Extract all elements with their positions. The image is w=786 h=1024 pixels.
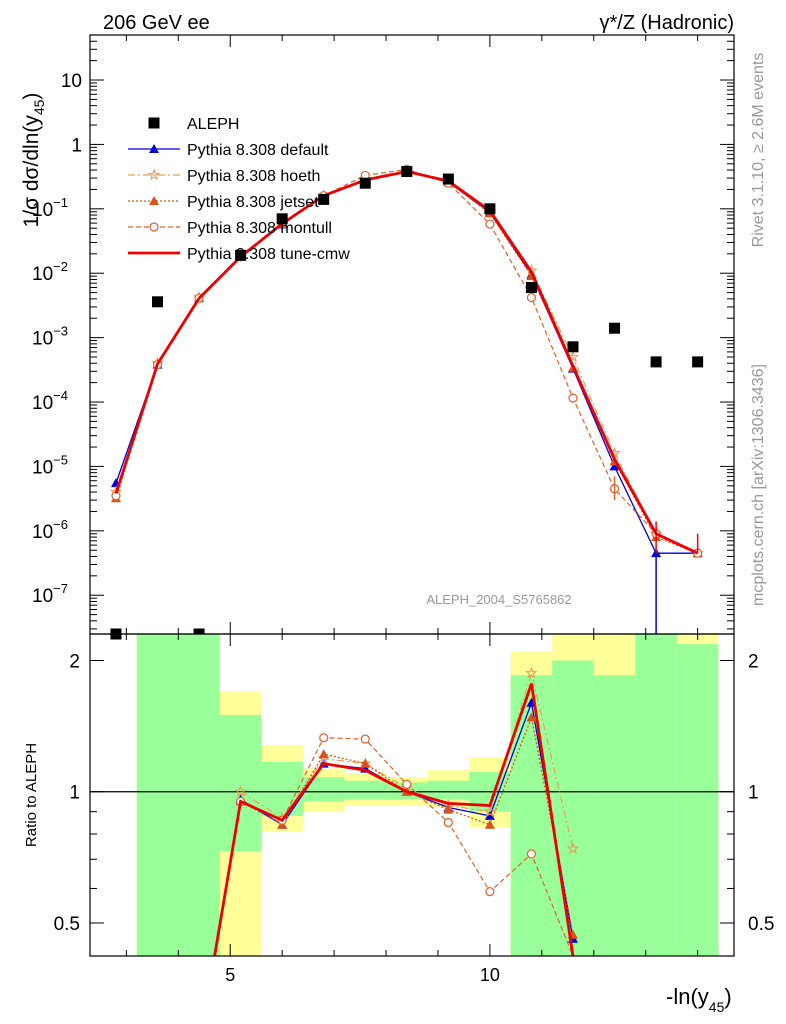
ratio-band-green bbox=[427, 780, 470, 800]
header-right: γ*/Z (Hadronic) bbox=[600, 12, 734, 34]
marker-circle bbox=[485, 219, 495, 229]
main-y-tick-label: 10−4 bbox=[32, 388, 68, 414]
marker-square bbox=[609, 322, 621, 334]
marker-square bbox=[692, 356, 704, 368]
ratio-band-green bbox=[676, 644, 719, 956]
main-y-axis-label: 1/σ dσ/dln(y45) bbox=[20, 93, 47, 228]
legend-label: Pythia 8.308 tune-cmw bbox=[187, 246, 350, 263]
marker-circle bbox=[319, 733, 329, 743]
x-tick-label: 10 bbox=[480, 965, 500, 985]
ratio-band-green bbox=[261, 761, 303, 816]
marker-circle bbox=[402, 779, 412, 789]
main-y-tick-label: 10−1 bbox=[32, 195, 68, 221]
ratio-band-green bbox=[136, 634, 220, 956]
legend-label: Pythia 8.308 hoeth bbox=[187, 168, 320, 185]
ratio-series-line bbox=[240, 715, 574, 935]
main-y-tick-label: 1 bbox=[71, 135, 82, 156]
legend: ALEPH Pythia 8.308 default Pythia 8.308 ho… bbox=[128, 116, 350, 263]
ratio-band-green bbox=[344, 780, 387, 800]
main-panel bbox=[109, 164, 704, 640]
analysis-watermark: ALEPH_2004_S5765862 bbox=[426, 592, 571, 607]
marker-triangle bbox=[484, 819, 495, 829]
x-axis-label: -ln(y45) bbox=[666, 984, 732, 1015]
marker-square bbox=[442, 173, 454, 185]
marker-square bbox=[318, 193, 330, 205]
ratio-panel bbox=[90, 634, 734, 957]
marker-square bbox=[152, 296, 164, 308]
marker-triangle bbox=[318, 749, 329, 759]
rivet-version-label: Rivet 3.1.10, ≥ 2.6M events bbox=[750, 53, 767, 248]
marker-circle bbox=[360, 734, 370, 744]
ratio-band-green bbox=[635, 634, 677, 956]
marker-square bbox=[401, 165, 413, 177]
legend-label: Pythia 8.308 jetset bbox=[187, 194, 319, 211]
main-y-tick-label: 10−7 bbox=[32, 581, 68, 607]
marker-square bbox=[235, 249, 247, 261]
ratio-band-green bbox=[593, 675, 636, 956]
main-y-tick-label: 10−5 bbox=[32, 452, 68, 478]
marker-triangle bbox=[360, 758, 371, 768]
marker-square bbox=[148, 117, 160, 129]
marker-circle bbox=[568, 393, 578, 403]
mcplots-label: mcplots.cern.ch [arXiv:1306.3436] bbox=[750, 364, 767, 606]
main-y-tick-label: 10 bbox=[61, 71, 82, 92]
marker-triangle bbox=[484, 810, 495, 820]
ratio-y-tick-label: 1 bbox=[69, 783, 80, 804]
marker-square bbox=[650, 356, 662, 368]
marker-star bbox=[147, 168, 161, 181]
main-y-tick-label: 10−2 bbox=[32, 259, 68, 285]
marker-triangle bbox=[149, 196, 159, 205]
marker-square bbox=[276, 213, 288, 225]
marker-star bbox=[483, 805, 497, 817]
marker-circle bbox=[485, 887, 495, 897]
marker-star bbox=[525, 666, 538, 679]
marker-triangle bbox=[609, 461, 620, 471]
main-y-tick-label: 10−3 bbox=[32, 324, 68, 350]
ratio-y-tick-label: 0.5 bbox=[54, 914, 80, 935]
marker-square bbox=[525, 282, 537, 294]
marker-triangle bbox=[526, 712, 537, 722]
marker-star bbox=[234, 785, 247, 798]
ratio-y-tick-label-right: 0.5 bbox=[748, 914, 774, 935]
marker-circle bbox=[526, 292, 537, 303]
legend-label: Pythia 8.308 montull bbox=[187, 220, 332, 237]
ratio-y-tick-label-right: 2 bbox=[748, 651, 759, 672]
legend-label: ALEPH bbox=[187, 116, 239, 133]
marker-triangle bbox=[149, 144, 159, 153]
ratio-frame bbox=[89, 633, 735, 957]
ratio-y-tick-label-right: 1 bbox=[748, 783, 759, 804]
ratio-y-tick-label: 2 bbox=[69, 651, 80, 672]
ratio-band-green bbox=[302, 777, 345, 802]
marker-circle bbox=[149, 222, 159, 232]
marker-square bbox=[484, 203, 496, 215]
marker-square bbox=[359, 177, 371, 189]
main-y-tick-label: 10−6 bbox=[32, 517, 68, 543]
ratio-band-green bbox=[552, 660, 594, 956]
marker-triangle bbox=[443, 804, 454, 814]
marker-circle bbox=[526, 849, 537, 859]
legend-label: Pythia 8.308 default bbox=[187, 142, 329, 159]
marker-star bbox=[566, 842, 580, 855]
marker-circle bbox=[443, 817, 453, 828]
header-left: 206 GeV ee bbox=[103, 12, 210, 34]
ratio-series-dashed-circle bbox=[236, 733, 574, 957]
marker-square bbox=[567, 341, 579, 353]
ratio-series-line bbox=[213, 683, 575, 957]
ratio-series-thick-solid bbox=[213, 683, 575, 957]
ratio-band-green bbox=[219, 714, 262, 852]
ratio-y-axis-label: Ratio to ALEPH bbox=[23, 743, 40, 847]
x-tick-label: 5 bbox=[225, 965, 235, 985]
